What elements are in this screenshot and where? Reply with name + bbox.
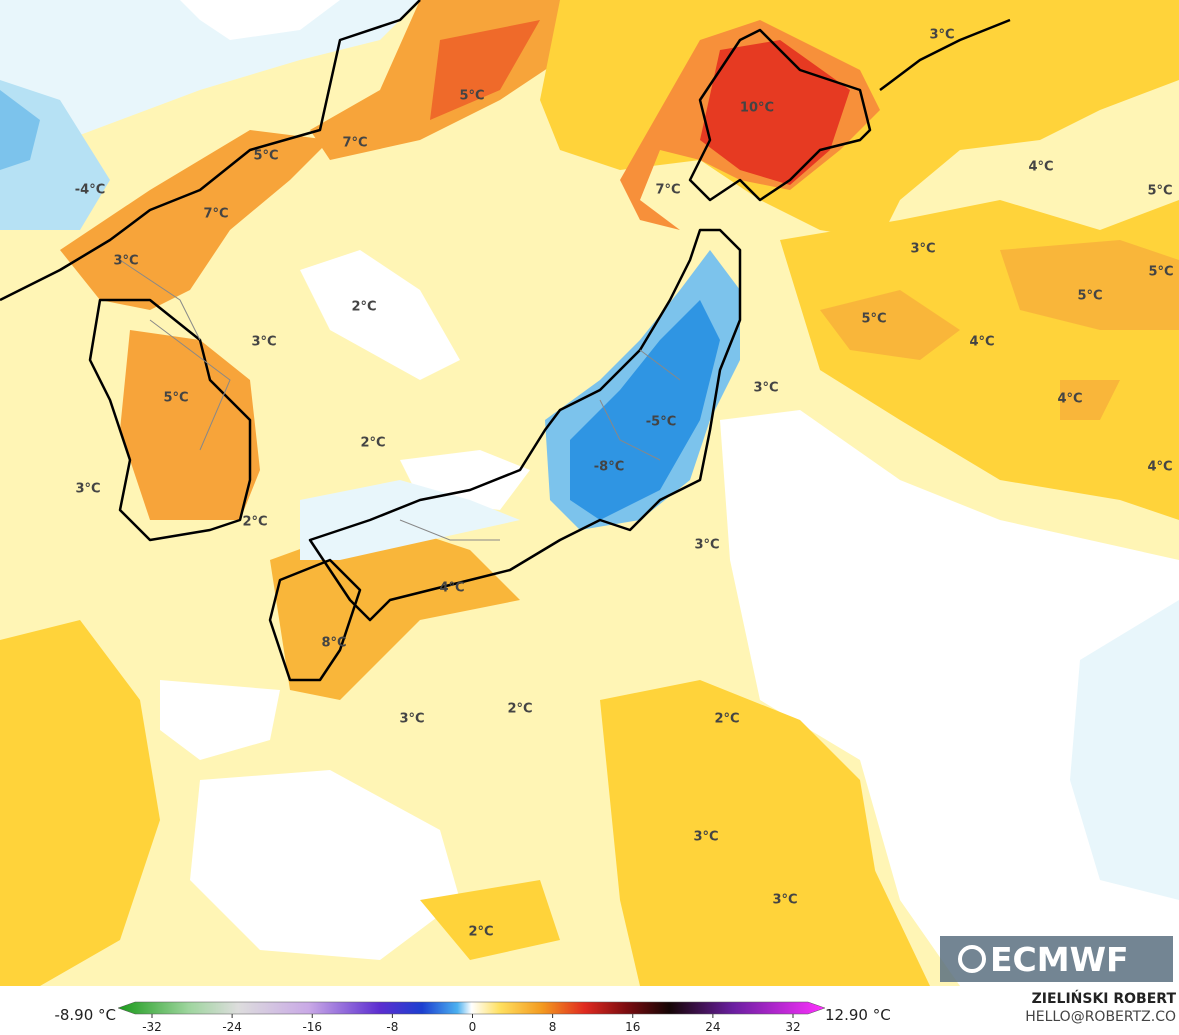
temp-label: 2°C: [507, 702, 532, 717]
temp-label: 5°C: [459, 89, 484, 104]
coastline: [88, 298, 252, 542]
temp-label: -8°C: [594, 460, 624, 475]
temp-label: 2°C: [468, 925, 493, 940]
temp-label: 2°C: [360, 436, 385, 451]
tick-label: -24: [222, 1020, 242, 1034]
coastline: [0, 0, 421, 302]
tick-label: -16: [302, 1020, 322, 1034]
temp-label: 3°C: [251, 335, 276, 350]
temp-label: 5°C: [1077, 289, 1102, 304]
temp-label: 2°C: [714, 712, 739, 727]
temp-label: 7°C: [342, 136, 367, 151]
coastline: [308, 228, 742, 622]
tick-label: -8: [386, 1020, 398, 1034]
contact: HELLO@ROBERTZ.CO: [1025, 1009, 1176, 1025]
tick-label: -32: [142, 1020, 162, 1034]
temp-label: 8°C: [321, 636, 346, 651]
colorbar: [117, 1001, 826, 1015]
temp-label: 3°C: [910, 242, 935, 257]
coastline: [879, 18, 1011, 91]
logo-box: [940, 936, 1173, 982]
temp-label: 4°C: [1028, 160, 1053, 175]
temp-label: 2°C: [242, 515, 267, 530]
temp-label: 5°C: [861, 312, 886, 327]
temp-label: -5°C: [646, 415, 676, 430]
temp-label: 3°C: [113, 254, 138, 269]
tick-label: 32: [785, 1020, 800, 1034]
temp-label: 4°C: [1147, 460, 1172, 475]
logo: ECMWF: [940, 936, 1173, 982]
tick-label: 8: [549, 1020, 557, 1034]
coastline: [268, 558, 362, 682]
coastline: [688, 28, 872, 202]
temp-label: 4°C: [439, 581, 464, 596]
colorbar-ticks: -32 -24 -16 -8 0 8 16 24 32: [142, 1014, 801, 1034]
map-labels: 5°C 10°C 3°C 5°C 7°C -4°C 7°C 7°C 4°C 5°C 3°C 3°C 5°…: [75, 28, 1174, 940]
temp-label: 3°C: [399, 712, 424, 727]
temp-label: 4°C: [1057, 392, 1082, 407]
temp-label: 4°C: [969, 335, 994, 350]
temp-label: 3°C: [75, 482, 100, 497]
map: 5°C 10°C 3°C 5°C 7°C -4°C 7°C 7°C 4°C 5°C 3°C 3°C 5°…: [0, 0, 1179, 986]
temp-label: 5°C: [1147, 184, 1172, 199]
logo-text: ECMWF: [990, 940, 1129, 979]
temp-label: 3°C: [693, 830, 718, 845]
temp-label: 5°C: [1148, 265, 1173, 280]
temp-label: 3°C: [772, 893, 797, 908]
legend-max: 12.90 °C: [825, 1006, 891, 1024]
tick-label: 0: [469, 1020, 477, 1034]
author: ZIELIŃSKI ROBERT: [1032, 989, 1177, 1007]
temp-label: 7°C: [203, 207, 228, 222]
tick-label: 16: [625, 1020, 640, 1034]
temp-label: 3°C: [753, 381, 778, 396]
temp-label: 3°C: [694, 538, 719, 553]
temp-label: 7°C: [655, 183, 680, 198]
temp-label: 10°C: [740, 101, 774, 116]
logo-icon: [958, 945, 986, 973]
temp-label: 5°C: [163, 391, 188, 406]
tick-label: 24: [705, 1020, 720, 1034]
temp-label: 2°C: [351, 300, 376, 315]
temp-label: -4°C: [75, 183, 105, 198]
admin-borders: [119, 259, 681, 541]
temp-label: 5°C: [253, 149, 278, 164]
temp-label: 3°C: [929, 28, 954, 43]
legend-min: -8.90 °C: [54, 1006, 116, 1024]
